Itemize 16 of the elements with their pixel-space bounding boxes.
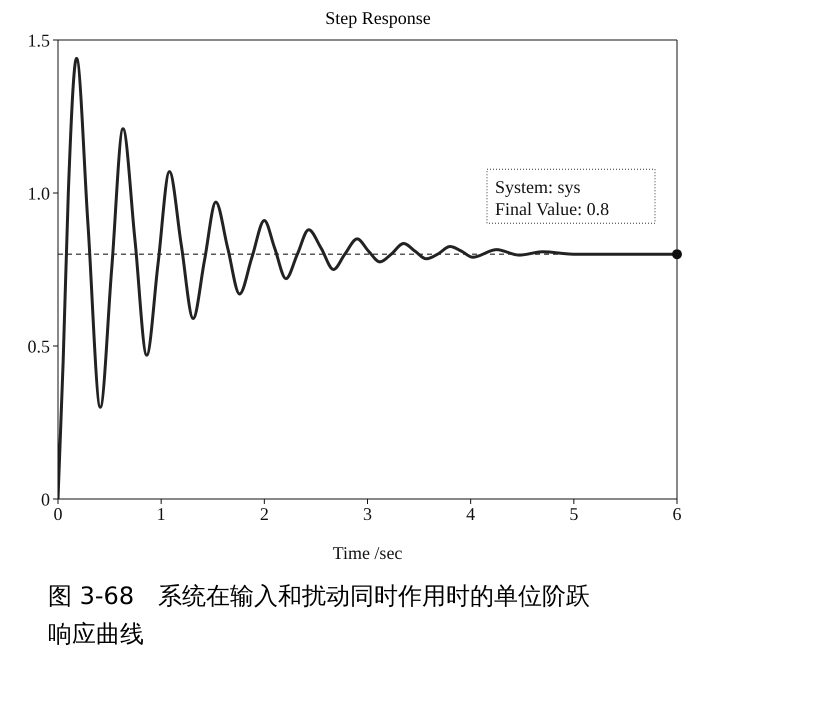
x-tick-label: 1	[156, 504, 166, 524]
x-tick-label: 3	[363, 504, 372, 524]
caption: 图 3-68 系统在输入和扰动同时作用时的单位阶跃响应曲线	[48, 581, 592, 650]
x-axis-title: Time /sec	[332, 543, 402, 563]
x-tick-label: 5	[569, 504, 578, 524]
x-tick-label: 2	[260, 504, 269, 524]
y-tick-label: 1.0	[28, 183, 50, 204]
y-tick-label: 1.5	[28, 30, 50, 50]
chart-title: Step Response	[324, 8, 432, 29]
x-tick-label: 4	[466, 504, 476, 524]
x-tick-label: 6	[672, 504, 682, 524]
y-tick-label: 0.5	[28, 336, 50, 356]
annotation: System: sys Final Value: 0.8	[495, 177, 610, 220]
datatip-box: System: sys Final Value: 0.8	[486, 168, 656, 224]
y-tick-label: 0	[41, 489, 50, 510]
x-tick-label: 0	[54, 504, 62, 524]
